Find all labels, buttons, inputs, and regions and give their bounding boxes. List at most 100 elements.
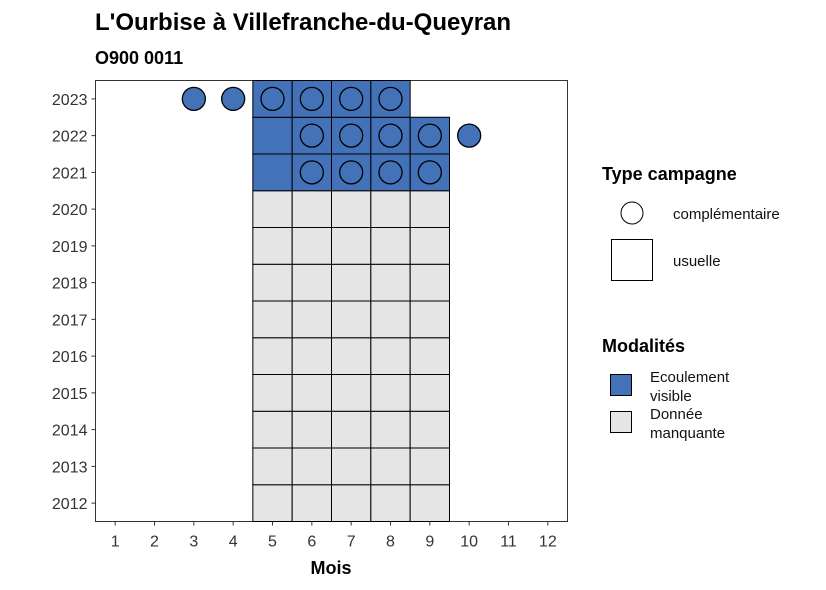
point-2023-6 <box>299 86 324 112</box>
cell-2020-6 <box>291 190 332 228</box>
cell-2015-7 <box>331 374 372 412</box>
point-2023-7 <box>339 86 364 112</box>
legend-circle-key <box>620 201 644 225</box>
point-2022-8 <box>378 123 403 148</box>
point-2022-10 <box>457 123 482 148</box>
x-tick-label-10: 10 <box>460 534 478 551</box>
cell-2017-5 <box>252 300 293 339</box>
cell-2016-5 <box>252 337 293 375</box>
cell-2017-8 <box>370 300 411 339</box>
cell-2015-6 <box>291 374 332 412</box>
cell-2013-8 <box>370 447 411 486</box>
x-tick-label-7: 7 <box>347 534 356 551</box>
cell-2019-8 <box>370 227 411 265</box>
y-tick-label-2018: 2018 <box>52 276 88 293</box>
cell-2014-5 <box>252 410 293 449</box>
cell-2019-6 <box>291 227 332 265</box>
legend-label-ecoulement-line2: visible <box>650 388 692 405</box>
point-2023-4 <box>221 86 246 112</box>
legend: Type campagne complémentaire usuelle Mod… <box>602 164 780 442</box>
x-tick-label-9: 9 <box>425 534 434 551</box>
point-2021-9 <box>417 160 442 185</box>
legend-type-complementaire: complémentaire <box>673 206 780 223</box>
cell-2016-7 <box>331 337 372 375</box>
legend-key-donnee <box>610 411 632 433</box>
cell-2018-8 <box>370 263 411 302</box>
cell-2012-6 <box>291 484 332 522</box>
cell-2017-9 <box>409 300 450 339</box>
x-tick-label-8: 8 <box>386 534 395 551</box>
cell-2015-9 <box>409 374 450 412</box>
legend-key-ecoulement <box>610 374 632 396</box>
cell-2019-9 <box>409 227 450 265</box>
usuelle-cells <box>252 80 450 522</box>
cell-2017-7 <box>331 300 372 339</box>
point-2021-8 <box>378 160 403 185</box>
cell-2020-5 <box>252 190 293 228</box>
legend-label-ecoulement-line1: Ecoulement <box>650 369 730 386</box>
cell-2020-7 <box>331 190 372 228</box>
legend-type-title: Type campagne <box>602 164 737 184</box>
y-tick-label-2015: 2015 <box>52 386 88 403</box>
cell-2021-5 <box>252 153 293 192</box>
y-tick-label-2013: 2013 <box>52 459 88 476</box>
point-2022-9 <box>417 123 442 148</box>
y-tick-label-2014: 2014 <box>52 423 88 440</box>
x-tick-label-5: 5 <box>268 534 277 551</box>
legend-square-key <box>611 239 653 281</box>
cell-2012-9 <box>409 484 450 522</box>
cell-2014-6 <box>291 410 332 449</box>
cell-2016-6 <box>291 337 332 375</box>
point-2023-5 <box>260 86 285 112</box>
cell-2018-5 <box>252 263 293 302</box>
cell-2013-7 <box>331 447 372 486</box>
x-tick-label-11: 11 <box>500 534 517 551</box>
legend-label-donnee-line2: manquante <box>650 425 725 442</box>
y-tick-label-2012: 2012 <box>52 496 88 513</box>
cell-2015-5 <box>252 374 293 412</box>
chart-subtitle: O900 0011 <box>95 48 183 68</box>
y-tick-label-2021: 2021 <box>52 165 88 182</box>
cell-2014-7 <box>331 410 372 449</box>
y-tick-label-2022: 2022 <box>52 129 88 146</box>
complementaire-points <box>181 86 482 185</box>
legend-label-ecoulement: Ecoulement visible <box>650 369 733 405</box>
cell-2016-9 <box>409 337 450 375</box>
cell-2012-7 <box>331 484 372 522</box>
point-2022-6 <box>299 123 324 148</box>
cell-2020-9 <box>409 190 450 228</box>
cell-2014-9 <box>409 410 450 449</box>
cell-2013-9 <box>409 447 450 486</box>
x-tick-label-2: 2 <box>150 534 159 551</box>
cell-2013-6 <box>291 447 332 486</box>
x-tick-label-3: 3 <box>189 534 198 551</box>
legend-label-donnee: Donnée manquante <box>650 406 725 442</box>
cell-2014-8 <box>370 410 411 449</box>
cell-2012-5 <box>252 484 293 522</box>
y-tick-label-2023: 2023 <box>52 92 88 109</box>
point-2023-3 <box>181 86 206 112</box>
chart-title: L'Ourbise à Villefranche-du-Queyran <box>95 9 511 36</box>
point-2023-8 <box>378 86 403 112</box>
point-2022-7 <box>339 123 364 148</box>
legend-type-usuelle: usuelle <box>673 253 721 270</box>
legend-label-donnee-line1: Donnée <box>650 406 703 423</box>
y-tick-label-2016: 2016 <box>52 349 88 366</box>
cell-2015-8 <box>370 374 411 412</box>
cell-2013-5 <box>252 447 293 486</box>
cell-2020-8 <box>370 190 411 228</box>
x-tick-label-1: 1 <box>111 534 120 551</box>
cell-2018-7 <box>331 263 372 302</box>
point-2021-6 <box>299 160 324 185</box>
x-tick-label-12: 12 <box>539 534 557 551</box>
x-axis-title: Mois <box>310 558 351 578</box>
x-tick-label-6: 6 <box>307 534 316 551</box>
legend-modalites-title: Modalités <box>602 336 685 356</box>
y-tick-label-2017: 2017 <box>52 312 88 329</box>
point-2021-7 <box>339 160 364 185</box>
cell-2019-5 <box>252 227 293 265</box>
cell-2016-8 <box>370 337 411 375</box>
cell-2012-8 <box>370 484 411 522</box>
cell-2022-5 <box>252 116 293 155</box>
